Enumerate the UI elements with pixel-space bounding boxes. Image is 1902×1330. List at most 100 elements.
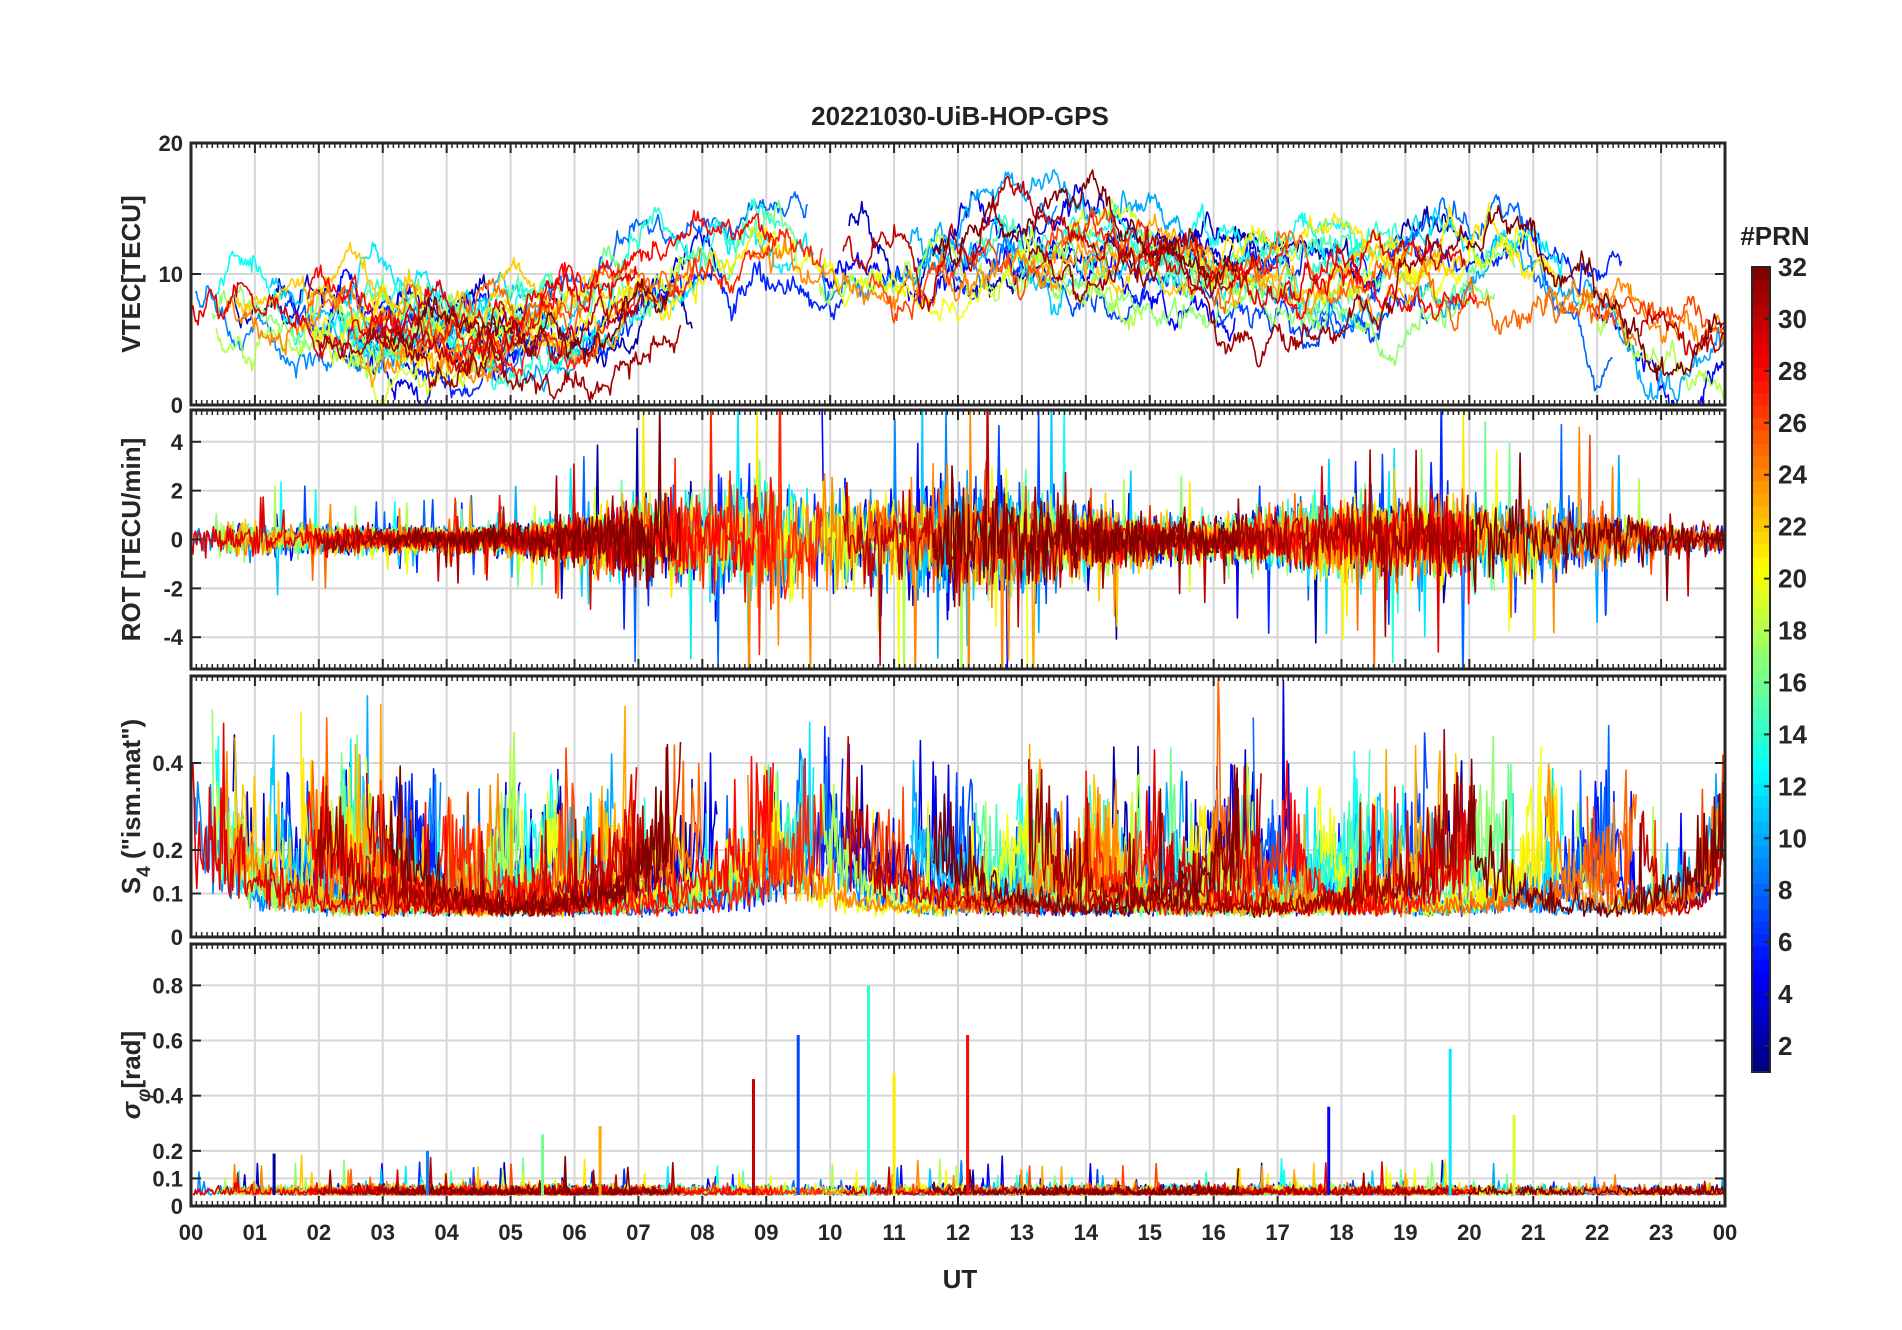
colorbar-band [1752, 669, 1770, 683]
series-line-prn-32 [932, 1168, 1240, 1196]
colorbar-band [1752, 556, 1770, 570]
series-line-prn-30 [1638, 513, 1725, 597]
y-tick-label: 0.8 [152, 973, 183, 998]
colorbar-band [1752, 908, 1770, 922]
series-line-prn-30 [842, 175, 1262, 312]
series-line-prn-28 [1283, 760, 1478, 917]
colorbar-band [1752, 455, 1770, 469]
colorbar-band [1752, 405, 1770, 419]
series-line-prn-30 [1638, 810, 1725, 916]
x-tick-label: 20 [1457, 1220, 1481, 1245]
x-tick-label: 16 [1201, 1220, 1225, 1245]
colorbar-band [1752, 267, 1770, 281]
colorbar-tick-label: 10 [1778, 823, 1807, 853]
y-tick-label: 0.6 [152, 1029, 183, 1054]
x-tick-label: 23 [1649, 1220, 1673, 1245]
y-tick-label: 20 [159, 131, 183, 156]
colorbar-tick-label: 24 [1778, 460, 1807, 490]
y-axis-label-base: σ [116, 1100, 146, 1119]
colorbar-band [1752, 682, 1770, 696]
series-line-prn-27 [1082, 212, 1289, 281]
series-line-prn-32 [1465, 452, 1725, 602]
colorbar-band [1752, 1046, 1770, 1061]
series-line-prn-24 [1544, 277, 1725, 352]
x-tick-label: 04 [434, 1220, 459, 1245]
x-tick-label: 13 [1010, 1220, 1034, 1245]
colorbar-band [1752, 594, 1770, 608]
series-line-prn-29 [192, 265, 638, 360]
series-line-prn-32 [389, 1155, 670, 1196]
series-group [192, 676, 1725, 919]
colorbar-band [1752, 1034, 1770, 1048]
series-line-prn-32 [932, 169, 1240, 298]
colorbar-label: #PRN [1740, 221, 1809, 251]
series-line-prn-27 [439, 228, 823, 378]
colorbar-band [1752, 719, 1770, 733]
colorbar-band [1752, 581, 1770, 595]
colorbar-tick-label: 6 [1778, 927, 1792, 957]
colorbar-band [1752, 833, 1770, 847]
y-axis: 0 0.1 0.2 0.4 [152, 751, 1725, 950]
x-ticks [190, 944, 1726, 1206]
colorbar-band [1752, 1059, 1770, 1073]
series-line-prn-30 [365, 772, 645, 917]
colorbar-band [1752, 732, 1770, 746]
y-tick-label: 0.2 [152, 1139, 183, 1164]
panel-s4: 00.10.20.4S4 ("ism.mat") [116, 674, 1727, 950]
colorbar-band [1752, 770, 1770, 784]
colorbar-tick-label: 20 [1778, 564, 1807, 594]
series-line-prn-12 [1303, 207, 1564, 280]
series-line-prn-32 [389, 278, 670, 365]
y-axis-label-rest: ("ism.mat") [116, 719, 146, 866]
x-tick-label: 05 [498, 1220, 522, 1245]
series-line-prn-28 [307, 209, 774, 358]
series-line-prn-28 [307, 755, 774, 918]
colorbar-band [1752, 304, 1770, 318]
x-tick-label: 18 [1329, 1220, 1353, 1245]
colorbar-band [1752, 430, 1770, 444]
series-line-prn-24 [747, 230, 1120, 311]
series-line-prn-23 [1029, 213, 1442, 322]
colorbar-band [1752, 518, 1770, 532]
series-line-prn-12 [342, 221, 815, 375]
series-group [192, 168, 1725, 405]
series-line-prn-31 [1028, 728, 1463, 918]
y-tick-label: 0.4 [152, 751, 183, 776]
colorbar-band [1752, 644, 1770, 658]
series-group [192, 410, 1725, 669]
series-line-prn-32 [389, 410, 670, 590]
y-axis-label: S4 ("ism.mat") [116, 719, 155, 894]
y-tick-label: 0 [171, 925, 183, 950]
colorbar-tick-label: 4 [1778, 979, 1793, 1009]
colorbar-band [1752, 317, 1770, 331]
x-tick-label: 12 [946, 1220, 970, 1245]
x-ticks [190, 410, 1726, 669]
series-line-prn-25 [1212, 676, 1637, 918]
colorbar-band [1752, 757, 1770, 771]
colorbar-band [1752, 1009, 1770, 1023]
series-line-prn-32 [1465, 758, 1725, 918]
x-tick-label: 21 [1521, 1220, 1545, 1245]
x-tick-label: 01 [243, 1220, 267, 1245]
y-axis-label-subscript: φ [134, 1089, 155, 1102]
panel-sigma_phi: 0 0.10.2 0.4 0.6 0.8 σφ[rad] [116, 942, 1727, 1219]
x-ticks [190, 143, 1726, 405]
series-line-prn-13 [1016, 203, 1363, 278]
x-tick-label: 19 [1393, 1220, 1417, 1245]
series-line-prn-30 [365, 293, 645, 373]
panel-rot: -4 -2 0 2 4 ROT [TECU/min] [116, 408, 1727, 671]
colorbar-band [1752, 946, 1770, 960]
colorbar-band [1752, 619, 1770, 633]
x-tick-label: 00 [1713, 1220, 1737, 1245]
colorbar-band [1752, 870, 1770, 884]
series-line-prn-26 [869, 786, 1163, 918]
series-line-prn-31 [1028, 449, 1463, 638]
colorbar-band [1752, 355, 1770, 369]
y-tick-label: 2 [171, 479, 183, 504]
x-tick-label: 22 [1585, 1220, 1609, 1245]
x-axis-label: UT [943, 1264, 978, 1294]
colorbar-band [1752, 845, 1770, 859]
series-line-prn-31 [315, 475, 682, 584]
y-axis: 0 10 20 [159, 131, 1725, 418]
